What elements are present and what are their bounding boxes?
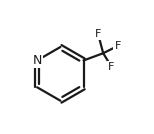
Text: F: F bbox=[114, 41, 121, 51]
Text: N: N bbox=[32, 54, 42, 67]
Text: F: F bbox=[95, 29, 101, 39]
Text: F: F bbox=[108, 62, 115, 72]
